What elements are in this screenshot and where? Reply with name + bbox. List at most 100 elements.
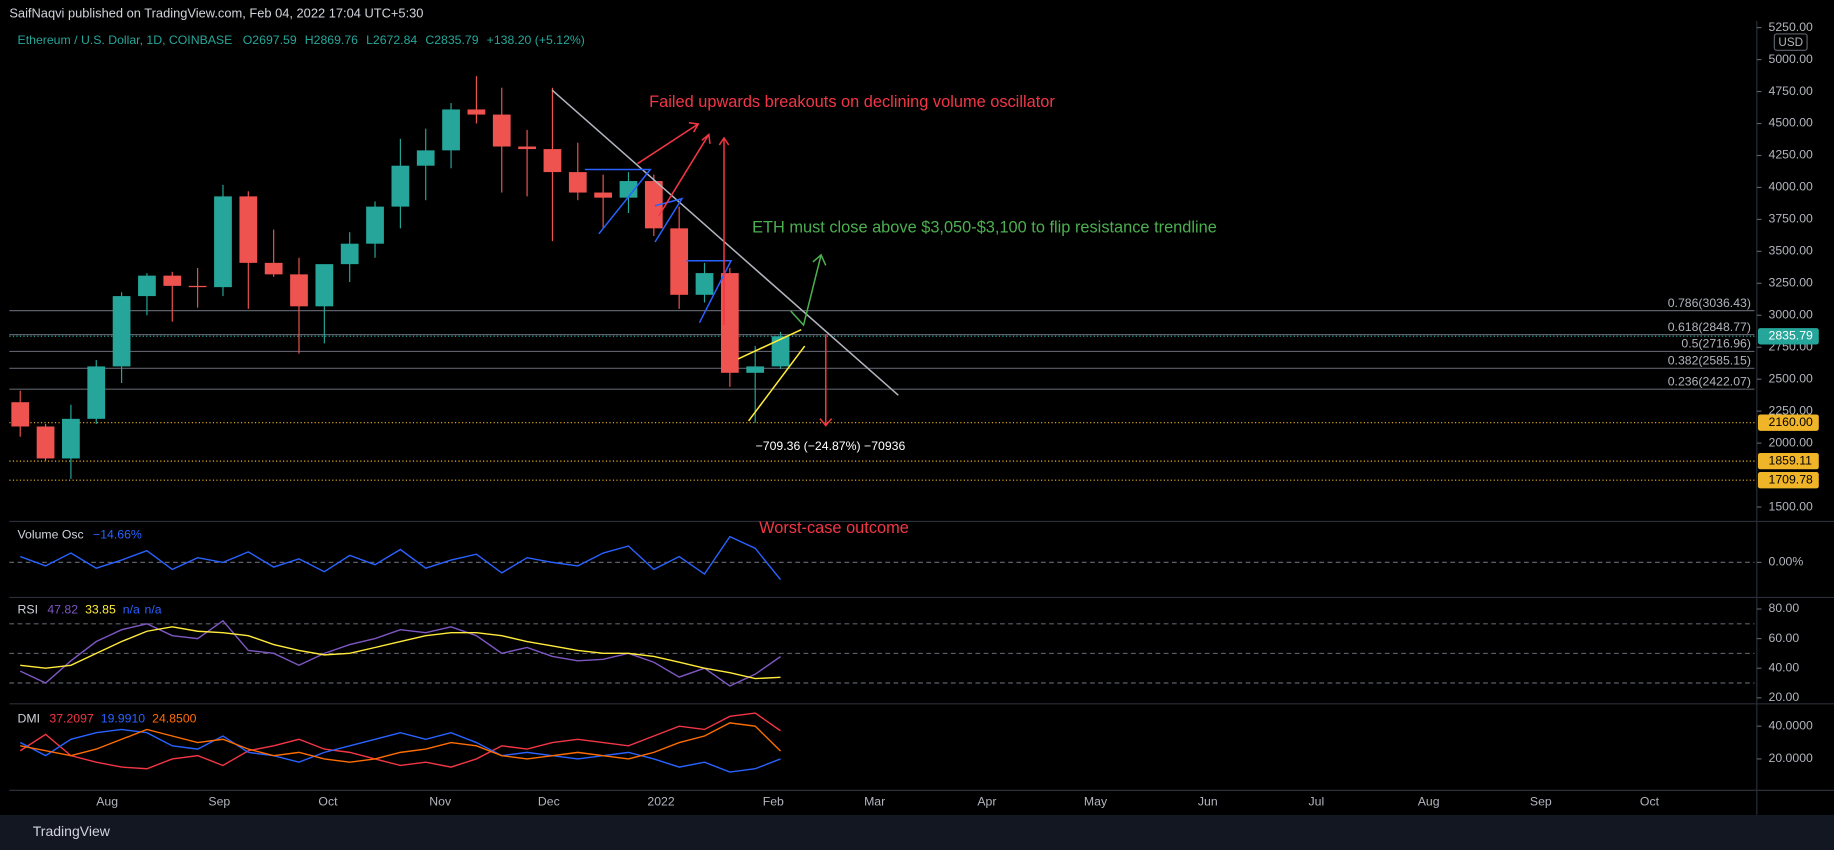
ohlc: O2697.59: [243, 33, 297, 47]
legend-title: Volume Osc: [18, 528, 84, 542]
candle-body: [340, 243, 359, 265]
y-tick-label: 3750.00: [1769, 212, 1814, 226]
ohlc: H2869.76: [305, 33, 358, 47]
x-tick-label: Aug: [96, 794, 118, 808]
candle-body: [720, 273, 739, 373]
legend-value: n/a: [123, 603, 140, 617]
y-tick-label: 3500.00: [1769, 244, 1814, 258]
currency: USD: [1778, 36, 1803, 49]
fib-label: 0.786(3036.43): [1668, 296, 1751, 310]
symbol: Ethereum / U.S. Dollar, 1D, COINBASE: [18, 33, 233, 47]
trendline: [551, 89, 899, 396]
level-label: 1709.78: [1769, 472, 1814, 486]
y-tick-label: 80.00: [1769, 601, 1800, 615]
candle-body: [163, 275, 182, 286]
candle-body: [315, 264, 334, 307]
candle-body: [746, 366, 765, 373]
candle-body: [670, 228, 689, 295]
candle-body: [568, 172, 587, 193]
y-tick-label: 2500.00: [1769, 371, 1814, 385]
y-tick-label: 60.00: [1769, 631, 1800, 645]
y-tick-label: 4000.00: [1769, 180, 1814, 194]
last-price-box: [1757, 328, 1819, 345]
candle-body: [188, 285, 207, 288]
annotation: Failed upwards breakouts on declining vo…: [649, 93, 1055, 111]
candle-body: [644, 181, 663, 229]
legend-title: DMI: [18, 711, 40, 725]
arrowhead: [812, 253, 827, 266]
candle-body: [264, 262, 283, 275]
candle-body: [416, 150, 435, 166]
candle-body: [391, 165, 410, 207]
x-tick-label: Aug: [1418, 794, 1440, 808]
level-box: [1757, 452, 1819, 470]
x-tick-label: 2022: [647, 794, 674, 808]
x-tick-label: May: [1084, 794, 1108, 808]
y-tick-label: 4250.00: [1769, 148, 1814, 162]
indicator-line: [19, 712, 781, 770]
y-tick-label: 4750.00: [1769, 84, 1814, 98]
candle-body: [619, 181, 638, 198]
legend-value: 33.85: [85, 603, 116, 617]
publisher: SaifNaqvi published on TradingView.com, …: [9, 5, 423, 20]
candle-body: [695, 273, 714, 295]
annotation: ETH must close above $3,050-$3,100 to fl…: [752, 218, 1217, 236]
legend-value: 47.82: [47, 603, 78, 617]
level-label: 2160.00: [1769, 415, 1814, 429]
y-tick-label: 40.0000: [1769, 718, 1814, 732]
candle-body: [442, 109, 460, 151]
indicator-line: [19, 728, 781, 773]
fib-label: 0.382(2585.15): [1668, 354, 1751, 368]
arrowhead: [718, 136, 730, 146]
fib-label: 0.236(2422.07): [1668, 374, 1751, 388]
separators: [9, 21, 1834, 815]
legend-value: 37.2097: [49, 711, 94, 725]
candle-body: [366, 206, 384, 244]
y-tick-label: 20.00: [1769, 690, 1800, 704]
x-tick-label: Jun: [1198, 794, 1218, 808]
fib-label: 0.618(2848.77): [1668, 320, 1751, 334]
x-tick-label: Sep: [1530, 794, 1552, 808]
y-tick-label: 5250.00: [1769, 20, 1814, 34]
y-tick-label: 3250.00: [1769, 276, 1814, 290]
y-tick-label: 1500.00: [1769, 499, 1814, 513]
x-tick-label: Apr: [977, 794, 996, 808]
x-tick-label: Sep: [208, 794, 230, 808]
x-tick-label: Jul: [1309, 794, 1325, 808]
x-tick-label: Feb: [763, 794, 784, 808]
candle-body: [138, 275, 156, 297]
candle-body: [239, 196, 258, 263]
y-tick-label: 2250.00: [1769, 403, 1814, 417]
level-box: [1757, 472, 1819, 489]
arrowhead: [688, 122, 700, 133]
y-tick-label: 4500.00: [1769, 116, 1814, 130]
candle-body: [518, 146, 536, 150]
y-tick-label: 40.00: [1769, 660, 1800, 674]
fib-label: 0.5(2716.96): [1681, 337, 1751, 351]
arrow: [637, 123, 699, 165]
x-tick-label: Mar: [864, 794, 885, 808]
arrowhead: [701, 132, 711, 144]
currency-box: [1773, 33, 1808, 51]
candle-body: [467, 109, 486, 115]
indicator-line: [19, 619, 781, 687]
last-price-label: 2835.79: [1769, 329, 1814, 343]
arrow: [790, 254, 822, 327]
candle-body: [290, 274, 308, 307]
y-tick-label: 2000.00: [1769, 435, 1814, 449]
y-tick-label: 0.00%: [1769, 555, 1804, 569]
measure-label: −709.36 (−24.87%) −70936: [756, 439, 906, 453]
ohlc: C2835.79: [425, 33, 478, 47]
x-tick-label: Nov: [429, 794, 452, 808]
candle-body: [112, 296, 131, 367]
arrow: [657, 134, 710, 217]
footer-bar: [0, 814, 1834, 850]
legend-value: n/a: [145, 603, 162, 617]
candle-body: [62, 418, 80, 459]
x-tick-label: Oct: [1640, 794, 1660, 808]
annotation: Worst-case outcome: [759, 519, 909, 537]
candle-body: [36, 426, 55, 459]
y-tick-label: 20.0000: [1769, 751, 1814, 765]
